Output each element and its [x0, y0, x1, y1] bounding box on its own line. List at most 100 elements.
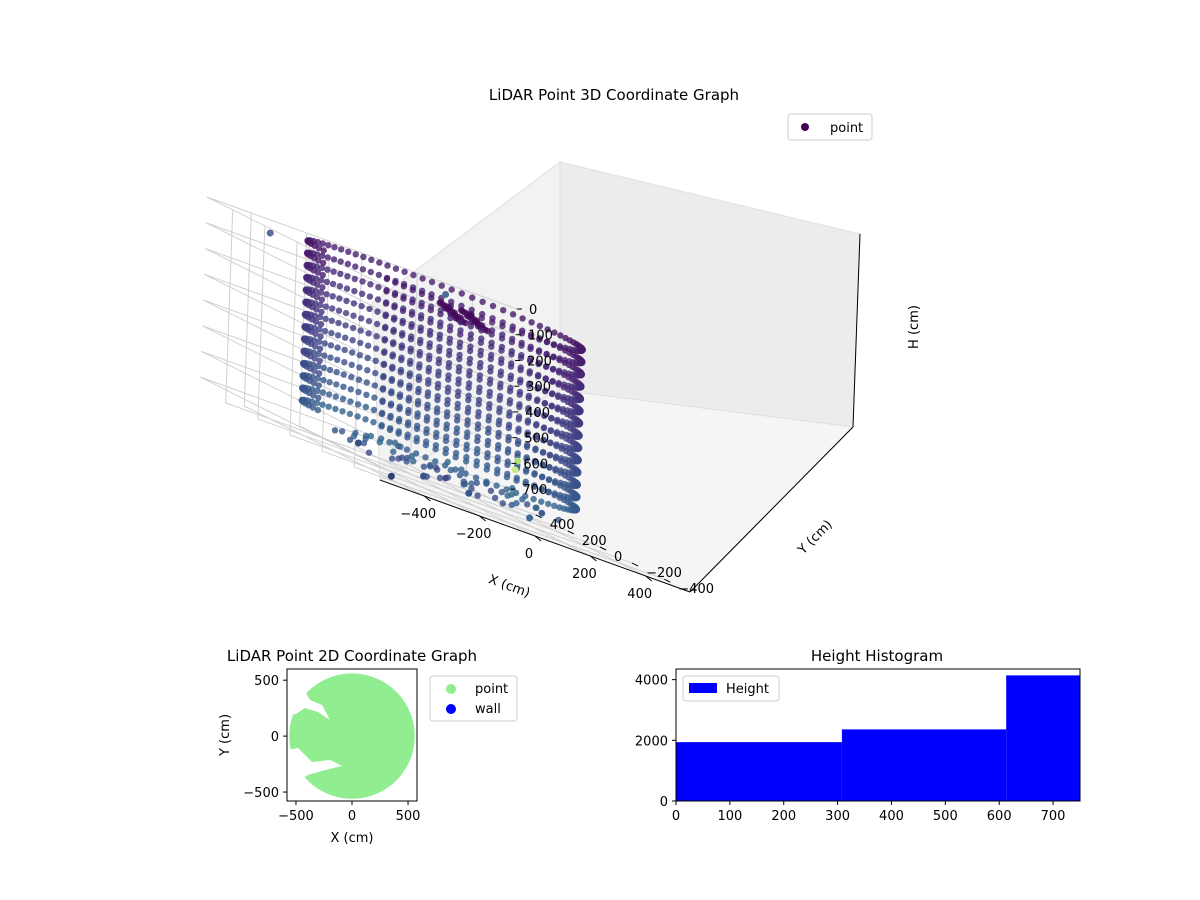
point-3d [355, 388, 362, 396]
point-3d [328, 329, 335, 337]
point-3d [535, 348, 543, 355]
point-3d [327, 342, 335, 349]
point-3d [360, 253, 367, 261]
outlier-point-3d [465, 489, 473, 497]
point-3d [554, 418, 561, 425]
point-3d [548, 403, 555, 410]
point-3d [508, 338, 516, 346]
point-3d [395, 418, 403, 425]
point-3d [382, 312, 389, 320]
point-3d [313, 306, 320, 313]
point-3d [545, 489, 552, 496]
point-3d [315, 350, 322, 358]
x-tick-label-3d: 0 [525, 547, 533, 562]
point-3d [547, 427, 554, 434]
histogram-bar [676, 742, 842, 801]
plot-2d: LiDAR Point 2D Coordinate Graph −500 0 500… [218, 647, 518, 846]
point-3d [373, 333, 380, 340]
point-3d [312, 318, 320, 325]
point-3d [332, 393, 339, 400]
x-tick-label-3d: 200 [572, 567, 597, 582]
legend-3d-frame [787, 113, 873, 141]
y-tick-label-2d: −500 [243, 786, 279, 801]
point-3d [398, 344, 405, 351]
grid-3d [200, 196, 665, 580]
point-3d [417, 315, 425, 322]
point-3d [381, 324, 389, 332]
point-3d [575, 384, 583, 391]
point-3d [427, 306, 434, 314]
point-3d [322, 303, 330, 310]
y-tick-label-3d: 200 [582, 534, 607, 549]
histogram-x-tick-label: 400 [879, 809, 904, 824]
x-tick-3d [423, 495, 431, 502]
point-3d [447, 314, 454, 322]
point-3d [454, 392, 462, 400]
z-tick-label-3d: 300 [526, 380, 551, 395]
histogram-ticks: 0 100 200 300 400 500 600 700 0 2000 4000 [635, 674, 1066, 824]
point-3d [527, 345, 534, 352]
point-3d [348, 373, 355, 381]
point-3d [508, 501, 515, 509]
point-3d [506, 400, 513, 407]
point-3d [536, 336, 543, 343]
point-3d [534, 385, 541, 392]
y-tick-3d [631, 562, 639, 567]
point-3d [321, 340, 328, 347]
point-3d [437, 310, 444, 318]
point-3d [574, 421, 581, 428]
point-3d [352, 263, 359, 270]
point-3d [317, 289, 325, 296]
histogram-x-tick-label: 700 [1041, 809, 1066, 824]
point-3d [390, 316, 398, 323]
point-3d [324, 254, 331, 261]
point-3d [386, 426, 394, 434]
grid-z-left [204, 248, 386, 339]
point-3d [550, 341, 558, 349]
point-3d [453, 417, 461, 424]
z-tick-label-3d: 400 [525, 406, 550, 421]
point-3d [445, 364, 452, 371]
point-3d [382, 300, 390, 307]
point-3d [425, 368, 432, 375]
point-3d [476, 364, 484, 371]
point-3d [386, 439, 393, 446]
point-3d [364, 367, 371, 374]
point-3d [438, 282, 445, 289]
point-3d [491, 494, 499, 502]
point-3d [434, 384, 441, 391]
point-3d [555, 369, 563, 376]
point-3d [322, 315, 329, 322]
point-3d [389, 365, 396, 372]
point-3d [326, 379, 333, 386]
point-3d [333, 368, 340, 376]
point-3d [319, 240, 326, 247]
point-3d [423, 429, 430, 436]
grid-y-left [257, 225, 266, 419]
point-3d [493, 482, 500, 489]
point-3d [374, 296, 382, 303]
z-tick-label-3d: 100 [528, 329, 553, 344]
point-3d [463, 433, 471, 440]
point-3d [416, 352, 423, 359]
point-3d [484, 441, 491, 449]
point-3d [496, 396, 503, 403]
point-3d [499, 500, 506, 507]
point-3d [533, 410, 540, 417]
point-3d [380, 361, 387, 369]
point-3d [312, 330, 319, 338]
point-3d [472, 474, 480, 481]
y-tick-label-3d: −200 [646, 566, 682, 581]
point-3d [318, 264, 325, 272]
point-3d [347, 386, 354, 393]
point-3d [410, 271, 417, 279]
point-3d [315, 382, 322, 389]
point-3d [432, 458, 439, 465]
histogram-legend-label: Height [726, 682, 769, 697]
point-3d [337, 270, 344, 278]
point-3d [336, 295, 343, 302]
point-3d [316, 357, 323, 365]
point-3d [314, 406, 322, 414]
point-3d [535, 360, 542, 368]
point-3d [373, 320, 381, 328]
